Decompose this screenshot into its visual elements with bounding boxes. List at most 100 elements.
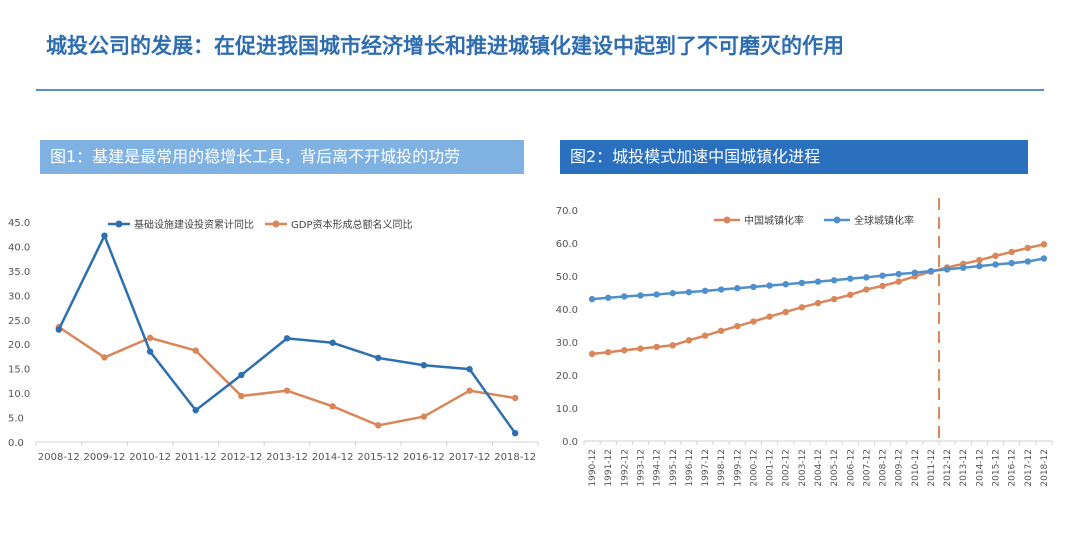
chart2-y-tick-label: 30.0 (556, 338, 578, 349)
chart1-data-point (101, 354, 108, 361)
chart2-x-tick-label: 2007-12 (862, 449, 872, 487)
chart2-data-point (992, 252, 999, 260)
chart2-data-point (621, 347, 628, 354)
chart2-y-tick-label: 10.0 (556, 404, 578, 415)
chart2-data-point (895, 270, 902, 278)
chart2-x-tick-label: 2016-12 (1008, 449, 1018, 487)
chart2-data-point (621, 293, 628, 300)
chart1-y-tick-label: 15.0 (8, 365, 30, 376)
chart2-y-tick-label: 60.0 (556, 239, 578, 250)
chart2-data-point (895, 278, 902, 285)
chart2-data-point (814, 299, 822, 307)
chart2-panel-title: 图2：城投模式加速中国城镇化进程 (560, 140, 1028, 174)
chart1-x-tick-label: 2008-12 (38, 452, 80, 463)
chart1-data-point (283, 335, 291, 342)
chart1-y-tick-label: 45.0 (8, 218, 30, 229)
chart1-data-point (329, 339, 336, 346)
chart2-data-point (960, 264, 967, 271)
chart1-data-point (146, 334, 154, 342)
chart1-legend-marker (115, 220, 123, 228)
chart2-data-point (669, 342, 676, 349)
chart2-data-point (847, 291, 854, 299)
chart2-data-point (637, 292, 644, 299)
chart2-x-tick-label: 2008-12 (879, 449, 889, 487)
chart1-y-tick-label: 25.0 (8, 316, 30, 327)
chart1-data-point (192, 407, 199, 414)
chart2-x-tick-label: 2011-12 (927, 449, 937, 487)
chart1-data-point (511, 394, 519, 402)
chart1-data-point (146, 348, 154, 355)
chart2-x-tick-label: 2018-12 (1040, 449, 1050, 487)
chart2-y-tick-label: 40.0 (556, 305, 578, 316)
chart2-legend-label: 全球城镇化率 (854, 214, 914, 227)
chart1-data-point (55, 326, 63, 333)
chart2-data-point (782, 308, 789, 316)
chart1-x-tick-label: 2015-12 (357, 452, 399, 463)
chart2-data-point (605, 294, 612, 301)
chart2-data-point (911, 269, 919, 276)
chart1-y-tick-label: 20.0 (8, 340, 30, 351)
chart1-legend-marker (272, 220, 280, 228)
chart2-data-point (653, 291, 660, 298)
chart2-data-point (701, 332, 709, 339)
chart2-y-tick-label: 50.0 (556, 272, 578, 283)
chart2-data-point (943, 266, 951, 273)
chart1-data-point (238, 392, 245, 400)
chart1-x-tick-label: 2014-12 (312, 452, 354, 463)
chart2-x-tick-label: 2002-12 (782, 449, 792, 487)
chart2-y-tick-label: 0.0 (562, 437, 578, 448)
chart2-data-point (879, 282, 886, 290)
chart1-y-tick-label: 5.0 (8, 414, 24, 425)
chart1-y-tick-label: 40.0 (8, 242, 30, 253)
chart1-panel-title: 图1：基建是最常用的稳增长工具，背后离不开城投的功劳 (40, 140, 524, 174)
chart2-data-point (798, 279, 806, 287)
chart2-x-tick-label: 2015-12 (992, 449, 1002, 487)
chart2-x-tick-label: 2001-12 (766, 449, 776, 487)
chart2-data-point (782, 281, 789, 288)
chart1-x-tick-label: 2009-12 (84, 452, 126, 463)
chart2-data-point (847, 275, 854, 282)
chart1-x-tick-label: 2017-12 (449, 452, 491, 463)
chart2-x-tick-label: 1999-12 (733, 449, 743, 487)
chart2-legend-marker (723, 216, 731, 224)
chart1-y-tick-label: 30.0 (8, 291, 30, 302)
chart2-data-point (830, 295, 838, 303)
chart2-series-line (591, 243, 1045, 356)
chart1-data-point (466, 365, 473, 373)
chart1-data-point (283, 387, 291, 394)
chart1-x-tick-label: 2010-12 (129, 452, 171, 463)
chart2-data-point (1008, 248, 1015, 256)
chart1-data-point (420, 413, 428, 420)
chart1-svg: 0.0 5.0 10.0 15.0 20.0 25.0 30.0 35.0 40.0 45.0 20… (8, 218, 539, 463)
chart2-y-tick-label: 20.0 (556, 371, 578, 382)
chart2-data-point (750, 283, 757, 291)
chart2-data-point (830, 277, 838, 284)
chart1-x-tick-label: 2013-12 (266, 452, 308, 463)
chart2-data-point (1024, 258, 1031, 265)
chart2-x-tick-label: 2009-12 (895, 449, 905, 487)
chart1-data-point (101, 232, 108, 239)
chart2-data-point (717, 286, 725, 293)
chart2-data-point (685, 288, 693, 296)
chart2-data-point (798, 304, 806, 311)
chart2-data-point (814, 278, 822, 285)
chart2-x-tick-label: 1993-12 (636, 449, 646, 487)
chart2-data-point (717, 327, 725, 334)
chart2-x-tick-label: 2010-12 (911, 449, 921, 487)
chart2-x-tick-label: 2006-12 (846, 449, 856, 487)
chart2-data-point (750, 318, 757, 325)
chart2-data-point (588, 350, 596, 358)
chart2-x-tick-label: 1998-12 (717, 449, 727, 487)
chart2-data-point (734, 322, 741, 330)
chart2-x-tick-label: 1990-12 (588, 449, 598, 487)
chart2-data-point (927, 267, 935, 275)
chart2-data-point (588, 295, 596, 303)
chart1-data-point (238, 371, 245, 379)
chart2-x-tick-label: 1995-12 (669, 449, 679, 487)
chart2-data-point (863, 286, 870, 293)
chart2-data-point (976, 262, 983, 270)
chart2-data-point (637, 345, 644, 352)
chart2-data-point (766, 313, 773, 320)
chart2-data-point (701, 287, 709, 295)
